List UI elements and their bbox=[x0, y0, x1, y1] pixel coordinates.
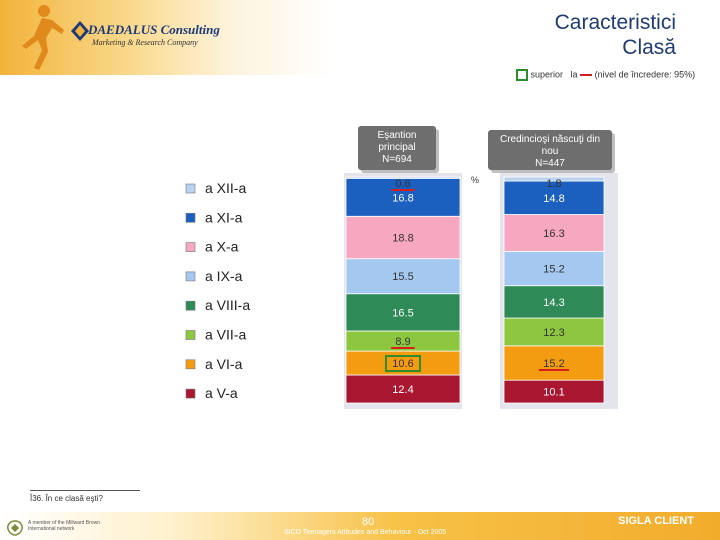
daedalus-mark-icon bbox=[71, 21, 89, 41]
series-header-box bbox=[358, 126, 436, 170]
legend-label: a X-a bbox=[205, 239, 239, 255]
data-label: 16.8 bbox=[392, 192, 413, 204]
legend-swatch bbox=[185, 300, 196, 311]
confidence-note: (nivel de încredere: 95%) bbox=[594, 69, 696, 80]
bar-segment bbox=[503, 250, 605, 287]
company-logo: DAEDALUS Consulting Marketing & Research… bbox=[70, 16, 230, 52]
legend-swatch bbox=[185, 242, 196, 252]
footnote-divider bbox=[30, 490, 140, 491]
brand-name: DAEDALUS Consulting bbox=[88, 22, 220, 37]
title-line-1: Caracteristici bbox=[554, 11, 676, 34]
legend-swatch bbox=[185, 330, 196, 340]
data-label: 15.5 bbox=[392, 271, 413, 283]
series-header-box bbox=[488, 130, 612, 170]
runner-silhouette-icon bbox=[22, 5, 64, 70]
bar-segment bbox=[503, 180, 605, 215]
legend-label: a XII-a bbox=[205, 180, 246, 196]
legend-label: a VII-a bbox=[205, 327, 246, 343]
data-label: 15.2 bbox=[543, 264, 564, 276]
bar-segment bbox=[503, 214, 605, 252]
bar-segment bbox=[345, 374, 461, 404]
data-label: 8.9 bbox=[395, 336, 410, 348]
data-label: 10.1 bbox=[543, 387, 564, 399]
bar-segment bbox=[345, 215, 461, 260]
page-title: Caracteristici Clasă bbox=[555, 10, 676, 60]
series-header-label: N=694 bbox=[382, 154, 412, 165]
series-header-label: principal bbox=[378, 142, 415, 153]
superior-marker-icon bbox=[516, 69, 528, 81]
bar-segment bbox=[503, 285, 605, 319]
inferior-marker-icon bbox=[580, 74, 593, 76]
bar-segment bbox=[503, 345, 605, 381]
bar-segment bbox=[345, 258, 461, 295]
stacked-bar-chart: a XII-a a XI-a a X-a a IX-a a VIII-a a VII-a a… bbox=[185, 126, 618, 409]
bar-segment bbox=[345, 177, 461, 217]
data-label: 14.3 bbox=[543, 297, 564, 309]
legend-label: a VIII-a bbox=[205, 297, 250, 313]
legend-label: a IX-a bbox=[205, 268, 243, 284]
legend-label: a VI-a bbox=[205, 356, 243, 372]
data-label: 0.6 bbox=[395, 178, 410, 190]
percent-symbol: % bbox=[471, 175, 479, 185]
page-number: 80 bbox=[362, 516, 375, 528]
legend-swatch bbox=[185, 271, 196, 282]
header-band bbox=[0, 0, 720, 75]
series-header-label: Credincioşi născuţi din bbox=[500, 134, 600, 145]
client-logo-placeholder: SIGLA CLIENT bbox=[618, 515, 694, 527]
legend-label: a V-a bbox=[205, 385, 238, 401]
bar-segment bbox=[345, 176, 461, 179]
data-label: 12.3 bbox=[543, 327, 564, 339]
data-label: 18.8 bbox=[392, 233, 413, 245]
data-label: 14.8 bbox=[543, 193, 564, 205]
legend-swatch bbox=[185, 183, 196, 194]
data-label: 10.6 bbox=[392, 358, 413, 370]
bar-segment bbox=[503, 317, 605, 347]
bar-segment bbox=[345, 293, 461, 332]
legend-swatch bbox=[185, 213, 196, 223]
data-label: 12.4 bbox=[392, 384, 413, 396]
series-header-label: Eşantion bbox=[378, 130, 417, 141]
legend-swatch bbox=[185, 359, 196, 370]
legend-swatch bbox=[185, 388, 196, 399]
data-label: 1.8 bbox=[546, 178, 561, 190]
millward-brown-icon bbox=[7, 520, 23, 536]
series-header-label: N=447 bbox=[535, 158, 565, 169]
significance-legend: superior la (nivel de încredere: 95%) bbox=[516, 69, 695, 83]
bar-segment bbox=[503, 176, 605, 182]
legend-label: a XI-a bbox=[205, 209, 243, 225]
brand-tagline: Marketing & Research Company bbox=[92, 38, 198, 47]
title-line-2: Clasă bbox=[622, 36, 676, 59]
footnote: Î36. În ce clasă eşti? bbox=[30, 494, 103, 503]
data-label: 16.3 bbox=[543, 228, 564, 240]
significance-superior-box bbox=[385, 355, 421, 373]
source-note: SICO Teenagers Attitudes and Behaviour -… bbox=[284, 529, 447, 536]
superior-label: superior bbox=[530, 69, 564, 80]
network-membership: A member of the Millward Brown Internati… bbox=[28, 520, 100, 532]
footer-band bbox=[0, 512, 720, 540]
inferior-label: la bbox=[570, 69, 578, 80]
series-header-label: nou bbox=[542, 146, 559, 157]
data-label: 15.2 bbox=[543, 358, 564, 370]
data-label: 16.5 bbox=[392, 307, 413, 319]
